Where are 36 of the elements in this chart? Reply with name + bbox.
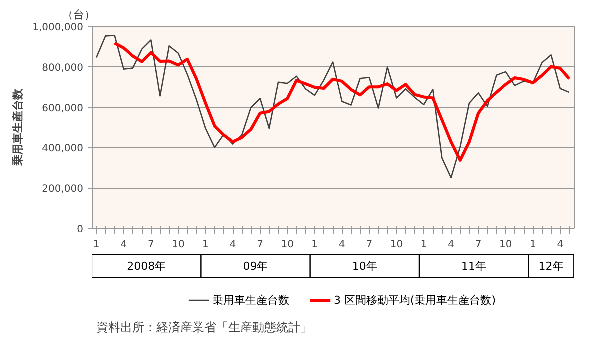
x-tick-label: 1 (202, 240, 209, 250)
x-tick-label: 1 (420, 240, 428, 250)
x-tick-label: 10 (499, 240, 512, 250)
y-tick-label: 400,000 (42, 144, 84, 155)
y-tick-label: 600,000 (42, 103, 84, 114)
legend-label: 3 区間移動平均(乗用車生産台数) (334, 294, 496, 307)
text: 資料出所：経済産業省「生産動態統計」 (96, 320, 312, 334)
y-tick-label: 800,000 (42, 62, 84, 74)
x-tick-label: 4 (448, 240, 454, 250)
y-tick-label: 200,000 (42, 184, 84, 196)
x-tick-label: 1 (312, 240, 318, 250)
y-tick-label: 0 (77, 224, 84, 236)
x-tick-label: 10 (281, 240, 294, 250)
x-tick-label: 1 (530, 240, 536, 250)
x-tick-label: 4 (120, 240, 128, 250)
text: （台） (62, 8, 96, 22)
x-tick-label: 7 (148, 240, 154, 250)
x-tick-label: 7 (257, 240, 264, 250)
x-tick-label: 10 (172, 240, 185, 250)
text: 11年 (462, 260, 487, 273)
line-series (113, 42, 571, 162)
x-tick-label: 4 (230, 240, 236, 250)
x-tick-label: 4 (557, 240, 564, 250)
text: 10年 (352, 260, 378, 273)
x-tick-label: 7 (475, 240, 482, 250)
x-tick-label: 4 (338, 240, 346, 250)
x-tick-label: 10 (390, 240, 404, 250)
line-series (96, 34, 570, 179)
y-axis-title: 乗用車生産台数 (12, 88, 25, 167)
text: 2008年 (127, 260, 166, 273)
text: 09年 (243, 260, 268, 273)
legend-label: 乗用車生産台数 (212, 294, 290, 307)
y-tick-label: 1,000,000 (32, 22, 84, 34)
text: 12年 (538, 260, 564, 273)
x-tick-label: 1 (93, 240, 100, 250)
x-tick-label: 7 (366, 240, 373, 250)
